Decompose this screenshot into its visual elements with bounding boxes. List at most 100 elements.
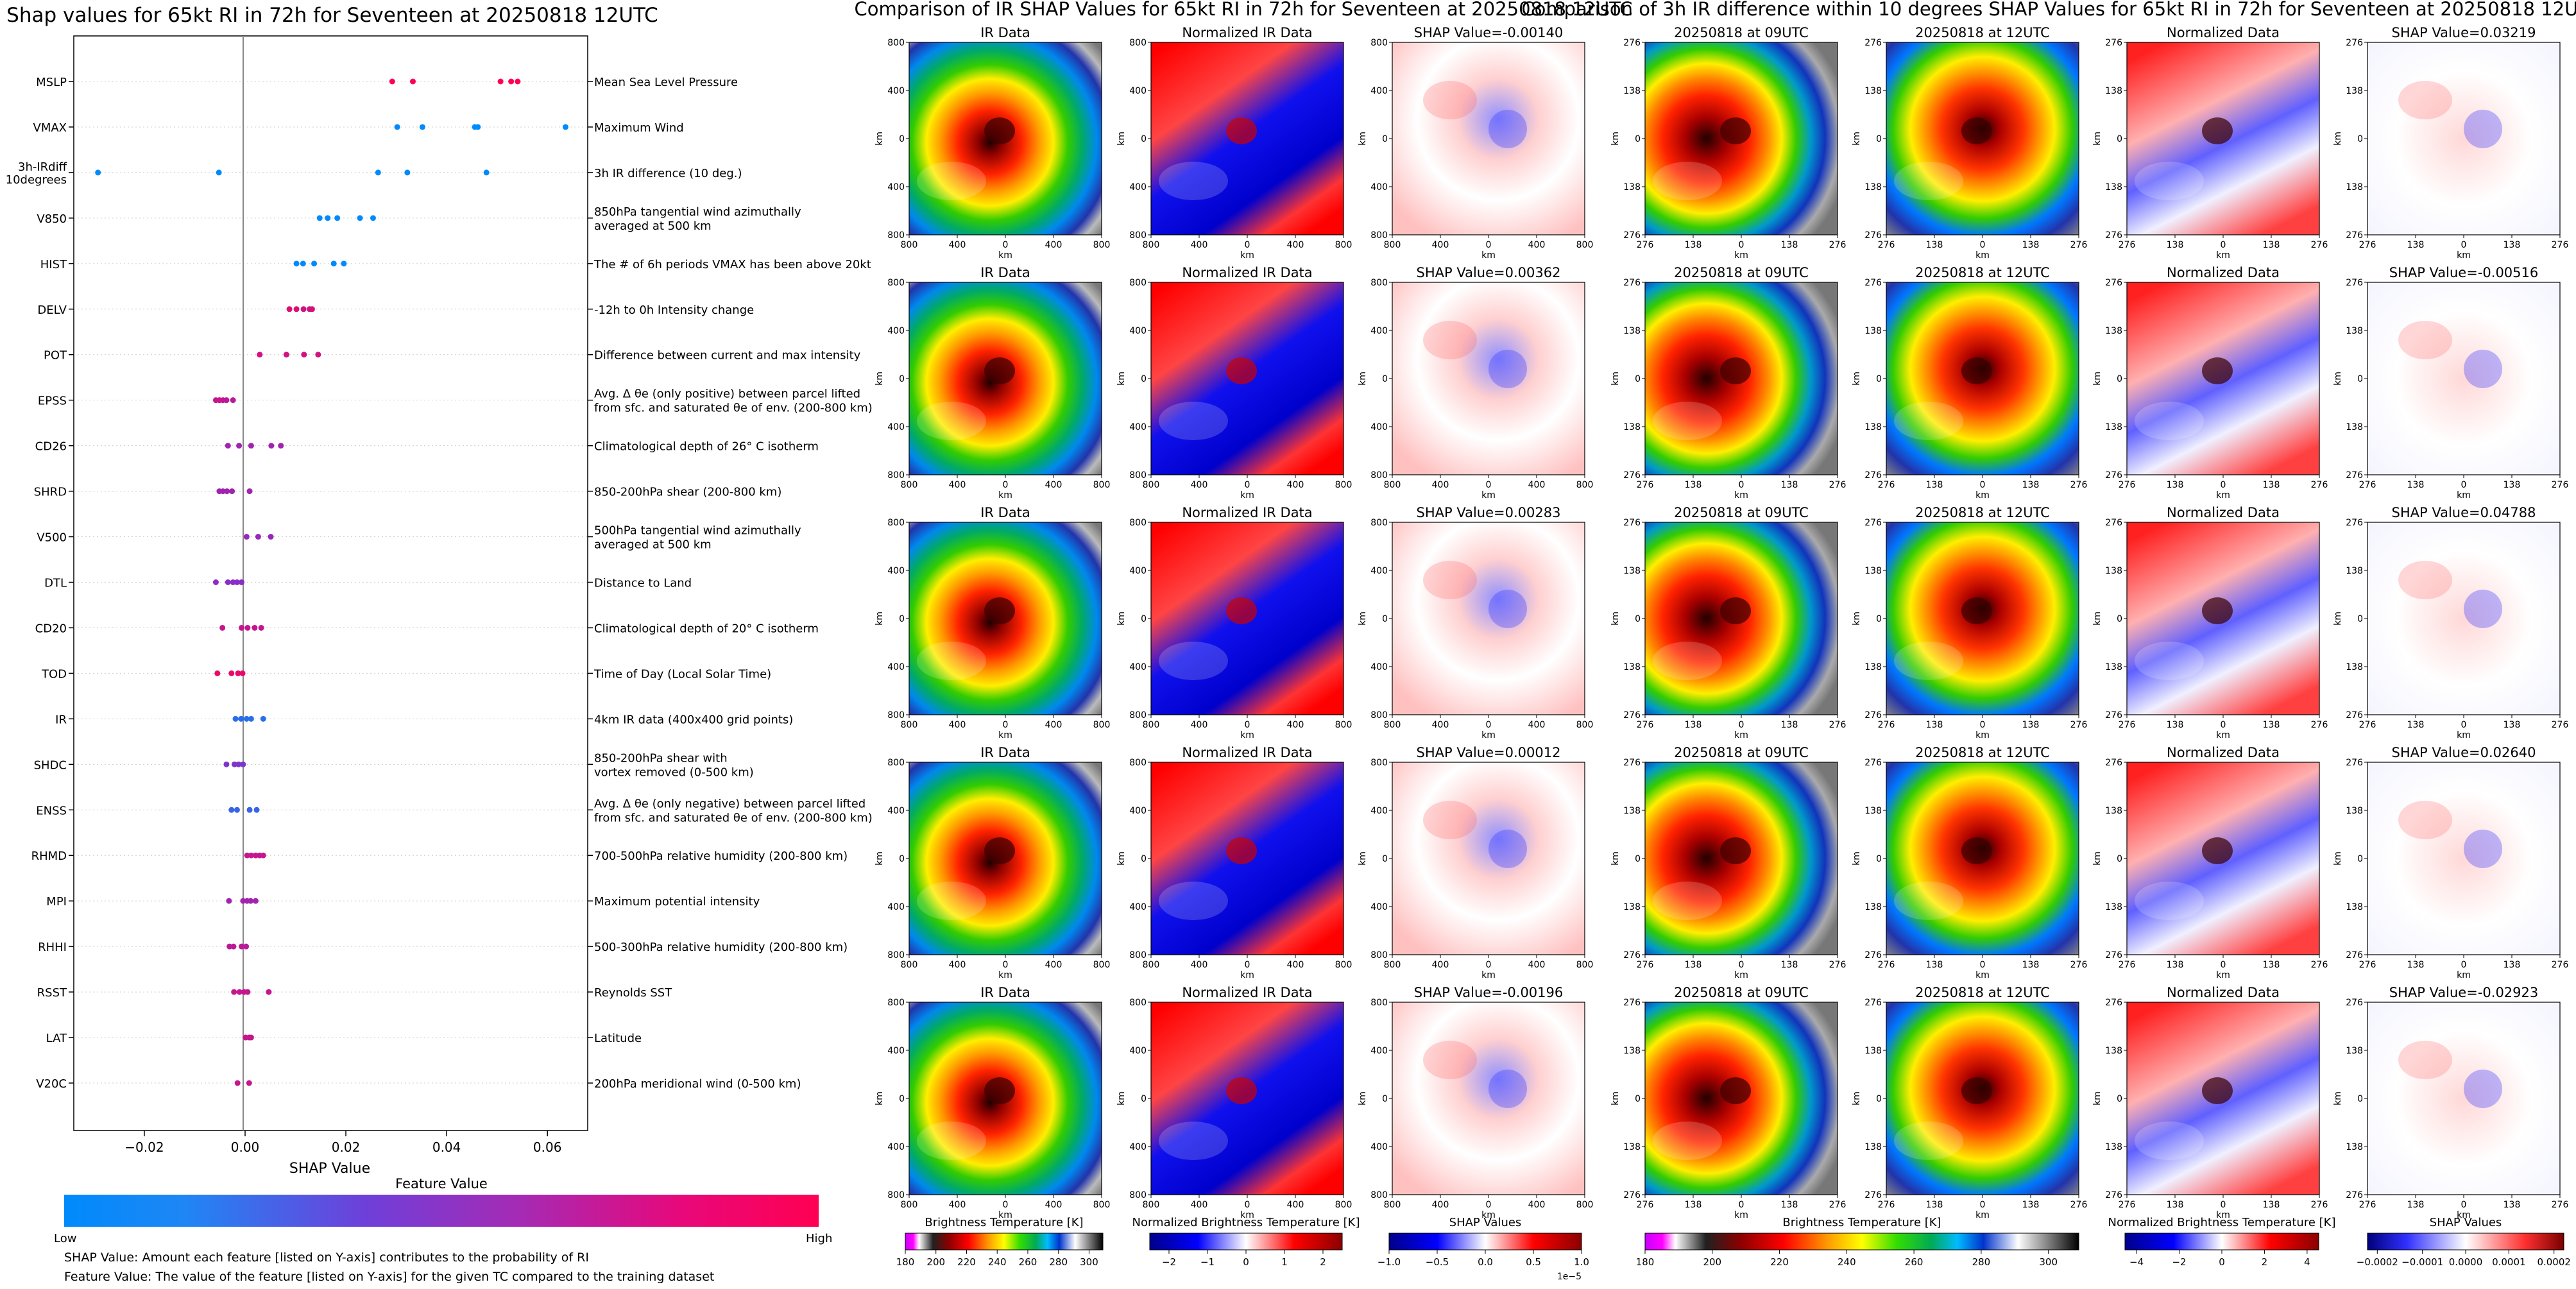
shap-feature-area bbox=[2398, 1041, 2452, 1079]
y-tick-label: 800 bbox=[1370, 470, 1388, 481]
x-tick-label: 0 bbox=[2221, 960, 2226, 970]
feature-gridlines bbox=[74, 81, 588, 1084]
map-title: IR Data bbox=[980, 265, 1030, 280]
x-tick-label: 138 bbox=[2407, 960, 2425, 970]
x-tick-label: 138 bbox=[1781, 240, 1798, 250]
shap-point bbox=[225, 579, 231, 585]
x-tick-label: 138 bbox=[2263, 240, 2280, 250]
feature-code-label: DELV bbox=[37, 303, 67, 317]
feature-description-label: Maximum Wind bbox=[594, 121, 684, 135]
shap-point bbox=[252, 852, 259, 858]
x-tick-label: 0 bbox=[1980, 480, 1986, 490]
shap-point bbox=[214, 670, 221, 676]
shap-point bbox=[226, 943, 233, 950]
x-tick-label: 0 bbox=[2221, 240, 2226, 250]
x-tick-label: 400 bbox=[1287, 1200, 1304, 1210]
storm-core bbox=[1226, 597, 1257, 624]
y-axis-label: km bbox=[2092, 611, 2103, 626]
map-title: 20250818 at 12UTC bbox=[1915, 985, 2050, 1000]
x-tick-label: 400 bbox=[949, 720, 966, 730]
storm-core bbox=[1720, 117, 1751, 144]
shap-point bbox=[229, 488, 235, 495]
x-tick-label: 400 bbox=[1191, 720, 1208, 730]
y-tick-label: 138 bbox=[2105, 806, 2122, 816]
shap-point bbox=[228, 807, 235, 813]
x-tick-label: 276 bbox=[1878, 240, 1895, 250]
feature-code-label: SHDC bbox=[34, 758, 67, 772]
feature-code-label: EPSS bbox=[38, 395, 67, 408]
shap-point bbox=[483, 169, 490, 176]
x-axis-label: km bbox=[1734, 490, 1748, 500]
shap-point bbox=[515, 78, 521, 85]
shap-point bbox=[268, 534, 274, 540]
y-axis-label: km bbox=[1610, 132, 1621, 146]
x-tick-label: 0 bbox=[1739, 480, 1744, 490]
y-tick-label: 138 bbox=[2105, 1142, 2122, 1152]
map-title: Normalized IR Data bbox=[1182, 745, 1312, 760]
shap-plot-frame bbox=[73, 35, 588, 1131]
y-tick-label: 276 bbox=[2105, 758, 2122, 768]
shap-point bbox=[266, 989, 272, 995]
x-tick-label: 0 bbox=[2221, 1200, 2226, 1210]
y-axis-label: km bbox=[1358, 371, 1368, 386]
x-axis-label: km bbox=[2216, 1210, 2230, 1220]
colorbar: Brightness Temperature [K] 180 200 220 240 26… bbox=[1636, 1216, 2079, 1268]
y-tick-label: 400 bbox=[887, 326, 905, 336]
y-tick-label: 400 bbox=[1370, 902, 1388, 912]
x-tick-label: 0 bbox=[1486, 1200, 1492, 1210]
x-tick-label: 138 bbox=[1926, 480, 1943, 490]
x-tick-label: 138 bbox=[2022, 960, 2040, 970]
map-image bbox=[2367, 42, 2560, 235]
y-axis-label: km bbox=[874, 851, 885, 866]
x-tick-label: 276 bbox=[1637, 1200, 1654, 1210]
map-title: 20250818 at 09UTC bbox=[1674, 745, 1809, 760]
storm-core bbox=[1720, 597, 1751, 624]
y-tick-label: 800 bbox=[1129, 998, 1147, 1008]
y-tick-label: 800 bbox=[1370, 38, 1388, 48]
shap-value-title: SHAP Value=-0.00516 bbox=[2389, 265, 2539, 280]
x-tick-label: 138 bbox=[2407, 720, 2425, 730]
shap-feature-area bbox=[1488, 830, 1527, 868]
storm-core bbox=[1961, 597, 1992, 624]
x-axis-label: km bbox=[2216, 250, 2230, 260]
y-tick-label: 800 bbox=[887, 470, 905, 481]
shap-point bbox=[404, 169, 411, 176]
y-axis-label: km bbox=[874, 132, 885, 146]
y-tick-label: 276 bbox=[1623, 38, 1641, 48]
y-tick-label: 276 bbox=[1864, 998, 1882, 1008]
y-tick-label: 800 bbox=[887, 1190, 905, 1200]
colorbar: SHAP Values −0.0002 −0.0001 0.0000 0.0001 0.0… bbox=[2357, 1216, 2571, 1268]
x-axis-label: km bbox=[1975, 250, 1990, 260]
shap-point bbox=[475, 124, 481, 130]
cloud-band bbox=[1653, 882, 1722, 920]
shap-point bbox=[508, 78, 515, 85]
x-tick-label: 276 bbox=[2119, 720, 2136, 730]
x-axis-label: km bbox=[1975, 970, 1990, 980]
y-tick-label: 400 bbox=[1370, 422, 1388, 432]
x-tick-label: 400 bbox=[1045, 240, 1062, 250]
shap-point bbox=[316, 215, 323, 221]
y-tick-label: 138 bbox=[1864, 422, 1882, 432]
x-tick-label: 0 bbox=[1003, 240, 1009, 250]
x-axis-label: km bbox=[998, 730, 1012, 740]
irdiff-shap-panel: Comparison of 3h IR difference within 10… bbox=[1521, 0, 2576, 1268]
y-tick-label: 400 bbox=[1370, 566, 1388, 576]
x-tick-label: 800 bbox=[1384, 960, 1401, 970]
shap-point bbox=[286, 306, 293, 312]
x-tick-label: 276 bbox=[2311, 1200, 2328, 1210]
cloud-band bbox=[917, 882, 986, 920]
x-tick-label: 800 bbox=[1384, 480, 1401, 490]
x-tick-label: 400 bbox=[1287, 720, 1304, 730]
x-tick-label: 400 bbox=[949, 240, 966, 250]
cloud-band bbox=[917, 642, 986, 680]
